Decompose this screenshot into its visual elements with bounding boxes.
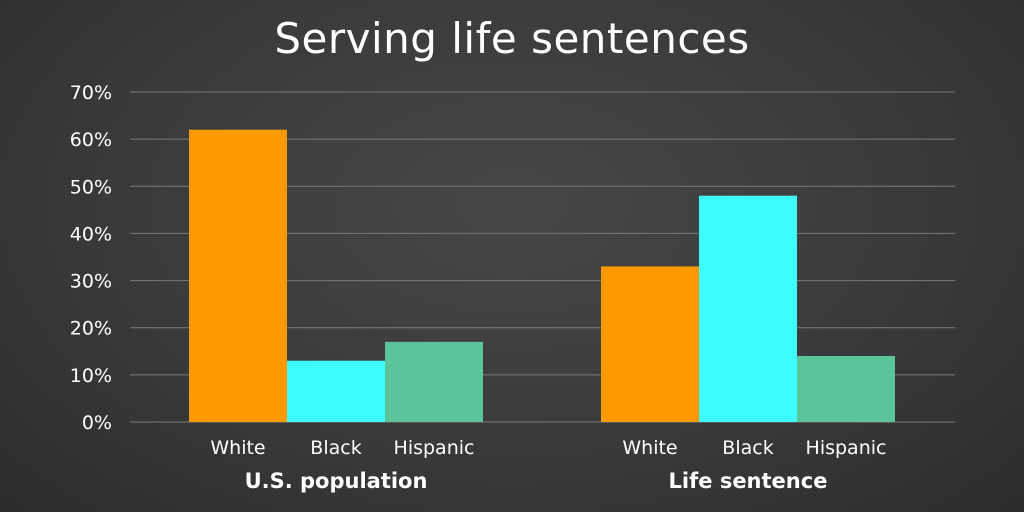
bar-hispanic xyxy=(797,356,895,422)
group-label: U.S. population xyxy=(245,469,428,493)
category-label: White xyxy=(622,437,677,459)
category-label: Hispanic xyxy=(394,437,475,459)
category-label: Black xyxy=(722,437,773,459)
y-tick-label: 50% xyxy=(70,176,112,198)
y-tick-label: 10% xyxy=(70,365,112,387)
group-label: Life sentence xyxy=(669,469,828,493)
category-label: White xyxy=(210,437,265,459)
bar-hispanic xyxy=(385,341,483,422)
category-label: Black xyxy=(310,437,361,459)
y-tick-label: 40% xyxy=(70,223,112,245)
y-tick-label: 30% xyxy=(70,271,112,293)
bar-white xyxy=(601,266,699,422)
category-label: Hispanic xyxy=(806,437,887,459)
bar-black xyxy=(287,360,385,422)
bar-white xyxy=(189,129,287,422)
bar-black xyxy=(699,195,797,422)
y-tick-label: 0% xyxy=(82,412,112,434)
chart-title: Serving life sentences xyxy=(274,14,750,63)
y-tick-label: 60% xyxy=(70,129,112,151)
y-tick-label: 20% xyxy=(70,318,112,340)
y-tick-label: 70% xyxy=(70,82,112,104)
